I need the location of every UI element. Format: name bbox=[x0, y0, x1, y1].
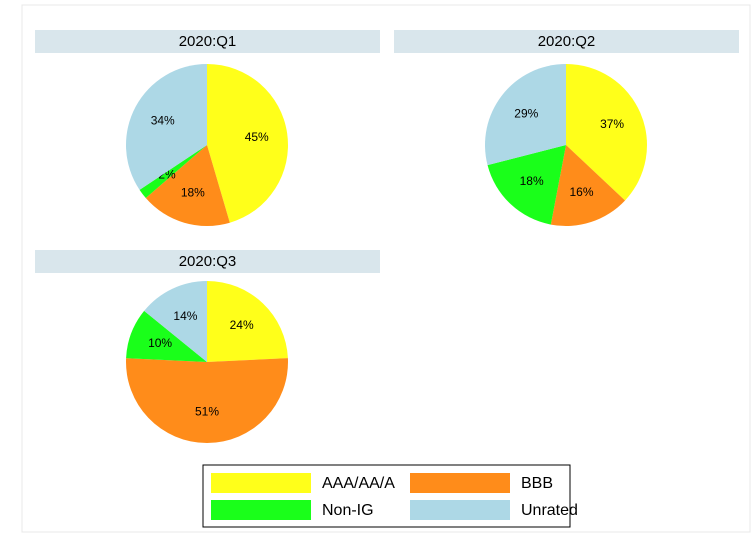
pie-slice bbox=[487, 145, 566, 225]
legend-label: Non-IG bbox=[322, 502, 374, 519]
legend-label: AAA/AA/A bbox=[322, 475, 395, 492]
slice-label: 18% bbox=[181, 185, 205, 199]
pie-slice bbox=[126, 358, 288, 443]
slice-label: 51% bbox=[195, 404, 219, 418]
legend-label: BBB bbox=[521, 475, 553, 492]
legend-swatch bbox=[410, 500, 510, 520]
slice-label: 34% bbox=[151, 113, 175, 127]
legend-label: Unrated bbox=[521, 502, 578, 519]
panel-title: 2020:Q1 bbox=[179, 33, 237, 50]
panel-title: 2020:Q3 bbox=[179, 253, 237, 270]
pie-slice bbox=[550, 145, 626, 226]
slice-label: 45% bbox=[245, 130, 269, 144]
pie-slice bbox=[207, 281, 288, 362]
slice-label: 37% bbox=[600, 117, 624, 131]
panel-title: 2020:Q2 bbox=[538, 33, 596, 50]
pie-slice bbox=[485, 64, 566, 166]
slice-label: 24% bbox=[230, 318, 254, 332]
pie-slice bbox=[144, 281, 207, 362]
pie-slice bbox=[566, 64, 648, 201]
pie-slice bbox=[145, 145, 230, 226]
pie-slice bbox=[207, 64, 288, 223]
pie-slice bbox=[139, 145, 207, 199]
slice-label: 18% bbox=[520, 174, 544, 188]
slice-label: 16% bbox=[570, 185, 594, 199]
slice-label: 29% bbox=[514, 106, 538, 120]
panel-header bbox=[35, 250, 380, 273]
pie-slice bbox=[126, 310, 207, 362]
legend-swatch bbox=[410, 473, 510, 493]
legend-swatch bbox=[211, 473, 311, 493]
slice-label: 14% bbox=[173, 309, 197, 323]
pie-slice bbox=[126, 64, 207, 190]
slice-label: 10% bbox=[148, 336, 172, 350]
legend-swatch bbox=[211, 500, 311, 520]
panel-header bbox=[394, 30, 739, 53]
panel-header bbox=[35, 30, 380, 53]
